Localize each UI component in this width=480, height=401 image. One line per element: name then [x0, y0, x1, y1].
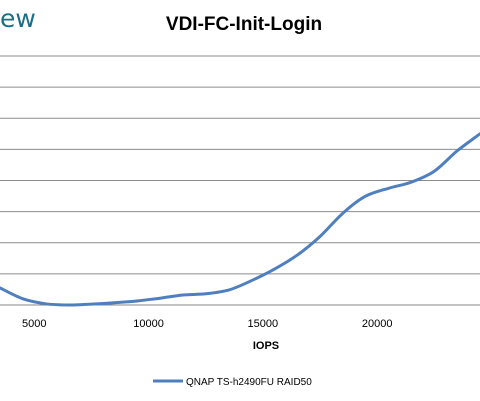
gridlines — [0, 55, 480, 306]
x-tick-label: 5000 — [22, 318, 46, 330]
x-tick-labels: 5000 10000 15000 20000 — [22, 318, 392, 330]
series-lines — [0, 132, 480, 307]
series-line — [0, 132, 480, 307]
x-tick-label: 10000 — [133, 318, 164, 330]
logo-fragment: ew — [0, 4, 36, 33]
chart-title: VDI-FC-Init-Login — [165, 14, 323, 35]
x-tick-label: 20000 — [362, 318, 393, 330]
x-tick-label: 15000 — [248, 318, 279, 330]
legend: QNAP TS-h2490FU RAID50 — [153, 377, 312, 388]
legend-label: QNAP TS-h2490FU RAID50 — [186, 377, 312, 388]
x-axis-label: IOPS — [253, 340, 279, 352]
